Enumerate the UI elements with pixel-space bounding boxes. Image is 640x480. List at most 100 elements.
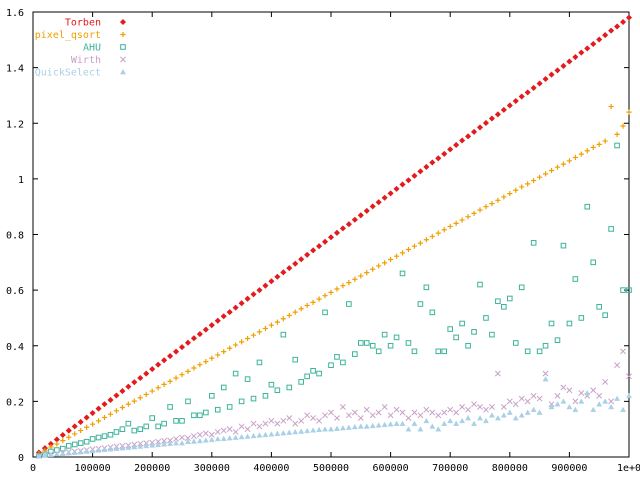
data-point	[149, 442, 156, 448]
data-point	[316, 243, 323, 250]
data-point	[566, 320, 573, 327]
legend-label: QuickSelect	[35, 68, 101, 79]
data-point	[399, 409, 406, 416]
data-point	[566, 158, 572, 164]
data-point	[423, 237, 429, 243]
data-point	[530, 84, 537, 91]
data-point	[381, 421, 388, 428]
data-point	[203, 409, 209, 416]
data-point	[441, 348, 448, 355]
data-point	[494, 415, 501, 421]
data-point	[584, 148, 590, 154]
data-point	[387, 190, 394, 197]
data-point	[316, 426, 323, 433]
data-point	[578, 49, 585, 56]
data-point	[65, 450, 72, 456]
data-point	[453, 220, 459, 226]
data-point	[280, 430, 287, 436]
data-point	[334, 425, 340, 431]
data-point	[155, 438, 162, 445]
data-point	[405, 177, 412, 184]
data-point	[524, 409, 531, 415]
data-point	[179, 418, 185, 424]
data-point	[119, 426, 126, 432]
data-point	[345, 424, 352, 430]
data-point	[226, 435, 233, 441]
data-point	[518, 412, 525, 418]
data-point	[542, 370, 549, 377]
data-point	[578, 398, 585, 404]
data-point	[512, 415, 519, 421]
data-point	[226, 404, 233, 410]
legend-item: QuickSelect	[35, 68, 126, 79]
data-point	[393, 406, 400, 413]
data-point	[250, 395, 257, 402]
data-point	[620, 18, 627, 26]
data-point	[352, 276, 358, 282]
data-point	[173, 440, 179, 446]
data-point	[83, 448, 90, 454]
data-point	[107, 396, 114, 404]
data-point	[620, 348, 626, 355]
data-point	[190, 438, 197, 444]
data-point	[334, 415, 340, 422]
data-point	[250, 291, 257, 298]
data-point	[608, 403, 615, 410]
y-tick-label: 0.8	[6, 231, 24, 242]
data-point	[483, 204, 489, 210]
data-point	[548, 71, 555, 78]
data-point	[387, 412, 394, 419]
data-point	[280, 331, 287, 338]
data-point	[441, 409, 448, 416]
data-point	[435, 348, 442, 355]
data-point	[131, 379, 138, 386]
data-point	[608, 103, 614, 110]
data-point	[316, 417, 323, 424]
data-point	[244, 376, 251, 382]
data-point	[345, 412, 352, 419]
data-point	[566, 403, 573, 410]
data-point	[483, 406, 489, 413]
data-point	[423, 417, 430, 424]
data-point	[89, 436, 96, 442]
data-point	[500, 403, 507, 410]
data-point	[465, 406, 472, 413]
data-point	[381, 403, 388, 410]
data-point	[173, 418, 179, 424]
data-point	[566, 58, 573, 65]
data-point	[95, 434, 102, 441]
data-point	[292, 356, 299, 363]
data-point	[620, 287, 626, 293]
series-ahu	[36, 142, 632, 459]
data-point	[137, 426, 144, 432]
data-point	[459, 137, 466, 144]
data-point	[233, 342, 239, 348]
data-point	[393, 334, 400, 341]
data-point	[292, 260, 299, 267]
data-point	[357, 415, 364, 422]
data-point	[423, 284, 430, 291]
data-point	[525, 181, 531, 187]
data-point	[226, 309, 233, 316]
data-point	[429, 409, 436, 416]
data-point	[310, 299, 316, 305]
data-point	[542, 342, 549, 349]
data-point	[208, 322, 215, 329]
data-point	[364, 270, 370, 276]
data-point	[489, 331, 495, 338]
data-point	[304, 373, 310, 380]
data-point	[494, 111, 501, 118]
data-point	[602, 138, 608, 144]
data-point	[244, 426, 251, 433]
data-point	[167, 378, 173, 384]
data-point	[328, 362, 334, 369]
data-point	[554, 392, 561, 399]
data-point	[572, 276, 579, 282]
data-point	[256, 359, 263, 366]
data-point	[500, 106, 507, 113]
x-tick-label: 400000	[253, 463, 289, 474]
data-point	[530, 392, 537, 399]
legend-marker	[120, 68, 126, 75]
data-point	[429, 309, 436, 316]
data-point	[566, 387, 573, 394]
